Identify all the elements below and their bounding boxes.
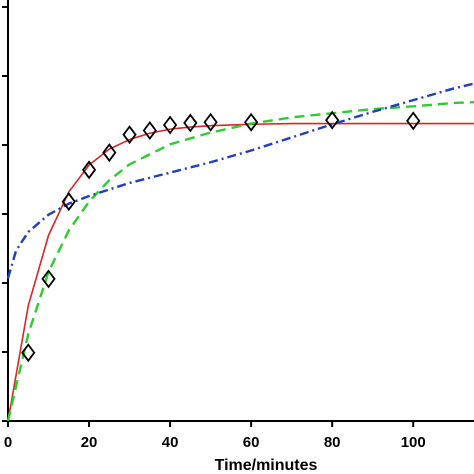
diamond-marker <box>183 113 198 133</box>
diamond-marker <box>325 110 340 130</box>
diamond-marker <box>203 112 218 132</box>
data-markers <box>21 110 421 363</box>
series-line-solid <box>7 122 474 422</box>
diamond-marker <box>102 143 117 163</box>
x-axis-title: Time/minutes <box>215 457 318 474</box>
diamond-marker <box>81 160 97 180</box>
diamond-marker <box>142 121 157 141</box>
series-line-dash-dot <box>6 82 474 279</box>
diamond-marker <box>61 192 76 212</box>
x-tick-label: 60 <box>243 434 260 451</box>
x-tick-label: 20 <box>81 434 98 451</box>
x-axis-ticks: 0 20 40 60 80 100 <box>4 421 426 451</box>
series-lines <box>6 82 474 422</box>
diamond-marker <box>122 125 137 145</box>
diamond-marker <box>406 111 421 131</box>
diamond-marker <box>21 343 36 363</box>
x-tick-label: 0 <box>4 434 12 451</box>
series-line-dashed <box>6 101 474 422</box>
diamond-marker <box>162 115 178 135</box>
diamond-marker <box>41 269 56 289</box>
x-tick-label: 40 <box>162 434 179 451</box>
diamond-marker <box>244 112 259 132</box>
x-tick-label: 80 <box>324 434 341 451</box>
plot-area: 0 20 40 60 80 100 <box>2 0 474 451</box>
x-tick-label: 100 <box>401 434 426 451</box>
